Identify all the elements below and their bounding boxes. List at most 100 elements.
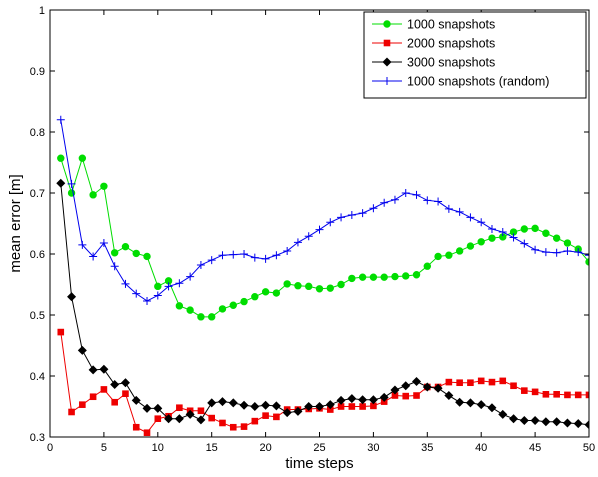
data-point [207, 398, 217, 408]
legend-item: 2000 snapshots [372, 37, 495, 51]
data-point [67, 179, 76, 188]
data-point [530, 416, 540, 426]
data-point [391, 272, 399, 281]
data-point [509, 233, 518, 242]
data-point [153, 291, 162, 300]
data-point [542, 229, 550, 237]
data-point [358, 209, 367, 218]
data-point [208, 313, 216, 321]
x-tick-label: 20 [259, 442, 271, 454]
data-point [68, 408, 75, 416]
data-point [56, 115, 65, 124]
data-point [564, 391, 571, 399]
y-tick-label: 1 [39, 5, 45, 17]
data-point [305, 282, 313, 291]
data-point [336, 395, 346, 405]
data-point [283, 246, 292, 255]
data-point [456, 379, 463, 387]
data-point [444, 391, 454, 401]
data-point [164, 282, 173, 291]
data-point [273, 413, 280, 421]
data-point [412, 271, 421, 279]
data-point [293, 238, 302, 247]
data-point [293, 406, 303, 416]
data-point [154, 415, 162, 422]
data-point [197, 407, 205, 415]
data-point [584, 420, 589, 430]
data-point [326, 284, 334, 292]
x-tick-label: 40 [475, 442, 487, 454]
data-point [434, 252, 442, 261]
y-tick-label: 0.4 [30, 371, 45, 383]
data-point [250, 401, 260, 412]
data-point [111, 398, 118, 406]
data-point [413, 392, 420, 399]
data-point [466, 213, 475, 222]
data-point [67, 292, 77, 302]
data-point [585, 391, 589, 399]
data-point [110, 249, 119, 257]
legend-label: 2000 snapshots [407, 37, 495, 51]
data-point [196, 260, 205, 269]
data-point [262, 412, 269, 419]
data-point [122, 390, 129, 397]
data-point [120, 378, 130, 388]
data-point [445, 378, 453, 386]
data-point [422, 382, 432, 392]
data-point [553, 391, 560, 398]
data-point [498, 228, 507, 237]
legend: 1000 snapshots 2000 snapshots 3000 snapsho… [363, 11, 587, 99]
data-point [99, 239, 108, 248]
data-point [251, 417, 259, 425]
data-point [520, 239, 529, 248]
data-point [563, 246, 572, 255]
legend-label: 1000 snapshots (random) [407, 75, 549, 89]
data-point [487, 403, 497, 413]
y-tick-label: 0.7 [30, 188, 45, 200]
data-point [542, 391, 550, 398]
x-tick-label: 10 [152, 442, 164, 454]
data-point [379, 392, 389, 402]
data-point [315, 285, 324, 293]
data-point [89, 252, 98, 261]
data-point [239, 400, 249, 410]
data-point [154, 282, 162, 291]
data-point [89, 191, 97, 199]
data-point [402, 392, 410, 400]
data-point [412, 190, 421, 199]
data-point [208, 414, 215, 422]
data-point [314, 401, 325, 412]
data-point [240, 297, 248, 306]
data-point [455, 247, 464, 255]
legend-box [363, 11, 587, 99]
data-point [466, 242, 475, 250]
data-point [488, 378, 496, 386]
data-point [401, 189, 410, 197]
y-tick-label: 0.8 [30, 127, 45, 139]
y-tick-label: 0.9 [30, 66, 45, 78]
data-point [78, 240, 87, 249]
data-point [121, 279, 130, 288]
data-point [261, 288, 270, 296]
data-point [304, 401, 314, 412]
data-point [261, 254, 270, 263]
series-3 [56, 178, 589, 430]
data-point [423, 262, 431, 270]
legend-label: 1000 snapshots [407, 18, 495, 32]
data-point [455, 207, 464, 216]
data-point [78, 154, 87, 162]
data-point [271, 401, 281, 411]
data-point [56, 178, 66, 188]
data-point [219, 419, 226, 427]
data-point [164, 414, 174, 424]
data-point [207, 256, 216, 265]
data-point [77, 345, 87, 355]
x-tick-label: 25 [313, 442, 325, 454]
data-point [57, 328, 65, 336]
data-point [455, 397, 465, 407]
data-point [552, 417, 562, 427]
data-point [283, 280, 291, 288]
data-point [174, 414, 184, 424]
data-point [100, 386, 108, 393]
data-point [477, 377, 485, 385]
